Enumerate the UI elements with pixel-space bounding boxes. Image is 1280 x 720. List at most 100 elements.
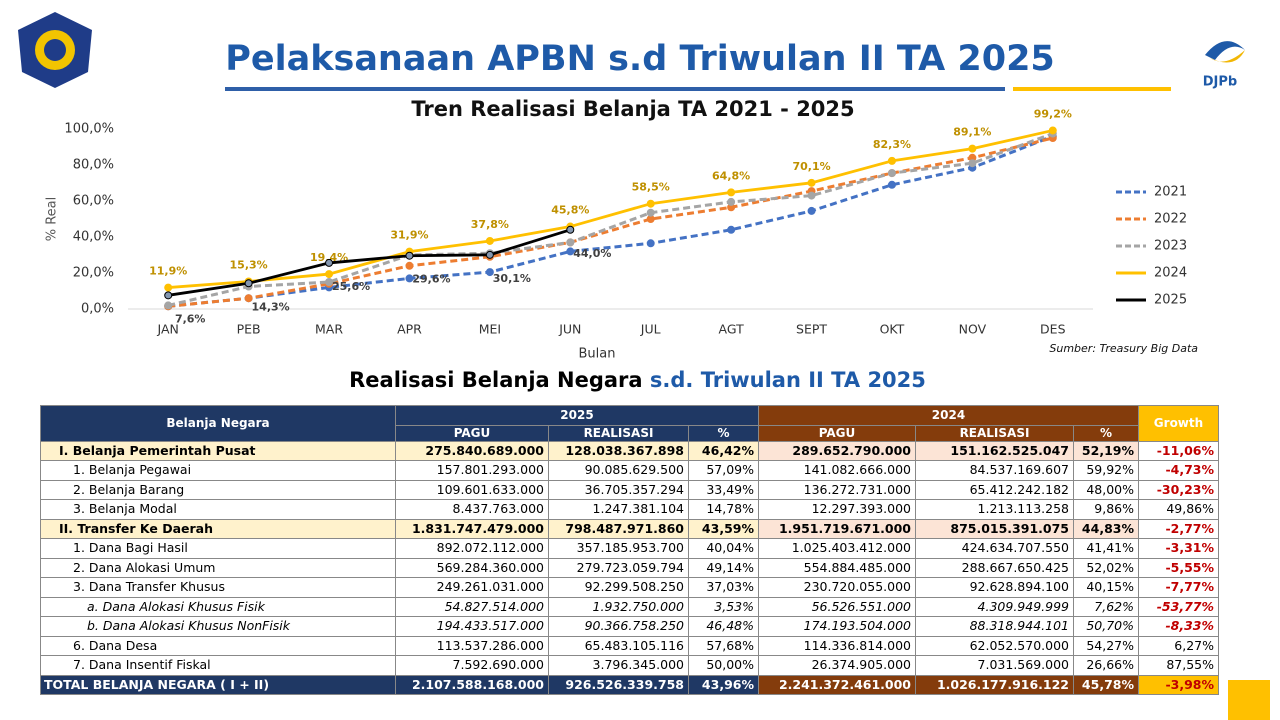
table-cell: 3.796.345.000 [548,655,689,676]
table-row: 7. Dana Insentif Fiskal 7.592.690.000 3.79… [40,655,1219,676]
table-cell: 90.085.629.500 [548,460,689,481]
legend-label: 2023 [1154,239,1187,254]
table-cell: 1.025.403.412.000 [758,538,916,559]
slide-title: Pelaksanaan APBN s.d Triwulan II TA 2025 [225,39,1055,79]
y-tick-label: 100,0% [64,122,114,137]
table-cell: 4.309.949.999 [915,596,1074,617]
point [807,206,816,215]
djpb-logo [1205,41,1245,63]
table-cell: 9,86% [1073,499,1139,520]
point [244,294,253,303]
point [164,291,173,300]
series-line [168,136,1054,308]
point [164,283,173,292]
table-row: II. Transfer Ke Daerah 1.831.747.479.000 7… [40,518,1219,539]
legend-label: 2021 [1154,185,1187,200]
table-cell: REALISASI [548,424,689,442]
data-label: 89,1% [953,126,991,139]
table-row: Belanja Negara 2025 2024 Growth [40,405,1219,442]
table-cell: Growth [1138,405,1219,442]
table-cell: -2,77% [1138,518,1219,539]
table-cell: 45,78% [1073,674,1139,695]
table-cell: a. Dana Alokasi Khusus Fisik [40,596,396,617]
table-cell: 52,02% [1073,557,1139,578]
x-tick-label: MEI [479,322,501,337]
x-tick-label: AGT [719,322,745,337]
table-cell: 892.072.112.000 [395,538,549,559]
series-line [168,134,1054,308]
data-label: 58,5% [632,181,670,194]
table-cell: 87,55% [1138,655,1219,676]
table-cell: 44,83% [1073,518,1139,539]
table-cell: -8,33% [1138,616,1219,637]
y-axis-label: % Real [45,197,60,242]
point [887,180,896,189]
table-cell: 37,03% [688,577,759,598]
table-cell: TOTAL BELANJA NEGARA ( I + II) [40,674,396,695]
table-cell: 2.241.372.461.000 [758,674,916,695]
table-cell: 2024 [758,405,1139,426]
point [485,268,494,277]
table-cell: % [1073,424,1139,442]
point [566,225,575,234]
x-axis-label: Bulan [579,347,616,362]
y-tick-label: 40,0% [73,230,114,245]
data-label: 44,0% [573,247,611,260]
series-line [168,129,1054,289]
table-row: TOTAL BELANJA NEGARA ( I + II) 2.107.588.… [40,674,1219,695]
point [566,247,575,256]
data-label: 25,6% [332,280,370,293]
title-rule [225,87,1005,91]
table-title-a: Realisasi Belanja Negara [349,368,643,392]
table-cell: 40,15% [1073,577,1139,598]
table-cell: II. Transfer Ke Daerah [40,518,396,539]
table-cell: 114.336.814.000 [758,635,916,656]
table-cell: 157.801.293.000 [395,460,549,481]
table-cell: 12.297.393.000 [758,499,916,520]
point [566,238,575,247]
legend-label: 2022 [1154,212,1187,227]
table-cell: 109.601.633.000 [395,479,549,500]
table-cell: REALISASI [915,424,1074,442]
point [244,279,253,288]
point [164,301,173,310]
table-cell: % [688,424,759,442]
table-cell: -3,98% [1138,674,1219,695]
table-cell: 56.526.551.000 [758,596,916,617]
point [405,251,414,260]
x-tick-label: NOV [959,322,987,337]
legend-label: 2025 [1154,293,1187,308]
table-cell: 1.951.719.671.000 [758,518,916,539]
table-cell: 40,04% [688,538,759,559]
table-cell: 57,68% [688,635,759,656]
y-tick-label: 80,0% [73,158,114,173]
data-label: 7,6% [175,312,206,325]
point [887,169,896,178]
table-cell: PAGU [395,424,549,442]
table-cell: 113.537.286.000 [395,635,549,656]
table-cell: -3,31% [1138,538,1219,559]
point [646,239,655,248]
data-label: 70,1% [792,160,830,173]
table-cell: 7. Dana Insentif Fiskal [40,655,396,676]
table-cell: 50,00% [688,655,759,676]
table-row: 1. Belanja Pegawai 157.801.293.000 90.085.… [40,460,1219,481]
data-label: 82,3% [873,138,911,151]
table-cell: 14,78% [688,499,759,520]
y-tick-label: 20,0% [73,266,114,281]
table-cell: Belanja Negara [40,405,396,442]
table-cell: 249.261.031.000 [395,577,549,598]
table-title-b: s.d. Triwulan II TA 2025 [649,368,926,392]
table-cell: 569.284.360.000 [395,557,549,578]
table-cell: 43,96% [688,674,759,695]
table-cell: 36.705.357.294 [548,479,689,500]
table-cell: 7.592.690.000 [395,655,549,676]
point [807,178,816,187]
table-row: a. Dana Alokasi Khusus Fisik 54.827.514.0… [40,596,1219,617]
point [646,208,655,217]
table-row: 1. Dana Bagi Hasil 892.072.112.000 357.185… [40,538,1219,559]
data-label: 14,3% [252,300,290,313]
table-cell: -4,73% [1138,460,1219,481]
table-cell: 141.082.666.000 [758,460,916,481]
table-cell: 2025 [395,405,759,426]
